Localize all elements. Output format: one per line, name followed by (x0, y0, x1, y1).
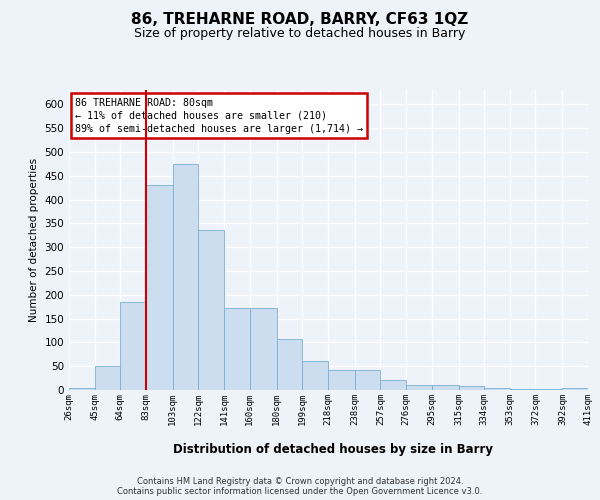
Y-axis label: Number of detached properties: Number of detached properties (29, 158, 39, 322)
Bar (484, 388, 510, 390)
Bar (562, 388, 588, 390)
Bar (510, 389, 535, 390)
Bar (380, 380, 406, 390)
Bar (302, 362, 328, 390)
Bar (355, 370, 380, 390)
Bar (224, 308, 250, 390)
Bar (95, 366, 120, 390)
Bar (431, 385, 458, 390)
Text: 86 TREHARNE ROAD: 80sqm
← 11% of detached houses are smaller (210)
89% of semi-d: 86 TREHARNE ROAD: 80sqm ← 11% of detache… (75, 98, 363, 134)
Bar (146, 185, 173, 390)
Bar (328, 370, 355, 390)
Bar (120, 302, 146, 390)
Bar (199, 230, 224, 390)
Bar (458, 386, 484, 390)
Text: 86, TREHARNE ROAD, BARRY, CF63 1QZ: 86, TREHARNE ROAD, BARRY, CF63 1QZ (131, 12, 469, 28)
Text: Size of property relative to detached houses in Barry: Size of property relative to detached ho… (134, 28, 466, 40)
Bar (173, 164, 199, 390)
Bar (406, 385, 431, 390)
Bar (535, 389, 562, 390)
Bar (277, 338, 302, 390)
Bar (250, 308, 277, 390)
Text: Contains HM Land Registry data © Crown copyright and database right 2024.
Contai: Contains HM Land Registry data © Crown c… (118, 476, 482, 496)
Bar (69, 388, 95, 390)
Text: Distribution of detached houses by size in Barry: Distribution of detached houses by size … (173, 442, 493, 456)
